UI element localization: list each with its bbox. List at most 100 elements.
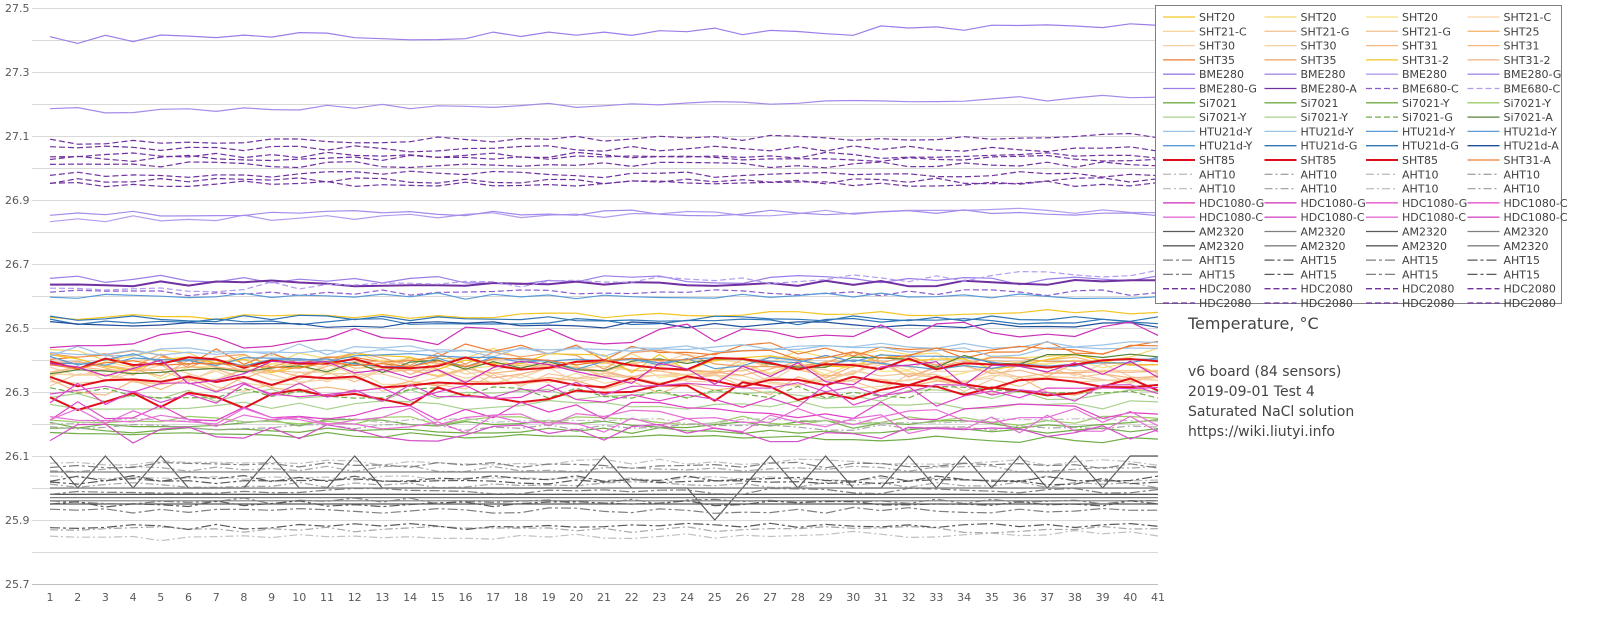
legend-label: HDC2080 xyxy=(1504,297,1556,310)
y-tick-label: 26.5 xyxy=(5,322,30,335)
legend-label: SHT31-2 xyxy=(1504,54,1551,67)
legend-label: BME280-G xyxy=(1199,83,1257,96)
x-tick-label: 10 xyxy=(292,591,306,604)
legend-label: HDC1080-G xyxy=(1301,197,1366,210)
series-line xyxy=(49,458,1159,467)
x-tick-label: 15 xyxy=(431,591,445,604)
x-tick-label: 28 xyxy=(791,591,805,604)
board-label: v6 board (84 sensors) xyxy=(1188,364,1342,380)
legend-label: BME280-A xyxy=(1301,83,1358,96)
series-line xyxy=(49,180,1159,188)
x-tick-label: 27 xyxy=(763,591,777,604)
x-tick-label: 14 xyxy=(403,591,417,604)
legend-label: AHT10 xyxy=(1402,183,1439,196)
y-axis-ticks: 25.7 25.9 26.1 26.3 26.5 26.7 26.9 27.1 27.3 27.5 xyxy=(5,2,30,591)
legend-label: AM2320 xyxy=(1301,226,1346,239)
series-line xyxy=(49,154,1159,163)
legend-label: AHT15 xyxy=(1199,268,1236,281)
series-line xyxy=(49,321,1159,349)
x-tick-label: 37 xyxy=(1040,591,1054,604)
series-line xyxy=(49,269,1159,293)
x-tick-label: 16 xyxy=(459,591,473,604)
legend-label: SHT35 xyxy=(1199,54,1235,67)
series-line xyxy=(49,522,1159,531)
series-line xyxy=(49,529,1159,542)
series-line xyxy=(49,407,1159,427)
legend-label: SHT30 xyxy=(1199,40,1235,53)
series-line xyxy=(49,500,1159,508)
legend-label: AHT10 xyxy=(1199,183,1236,196)
legend-label: SHT21-C xyxy=(1199,25,1247,38)
x-tick-label: 21 xyxy=(597,591,611,604)
series-line xyxy=(49,308,1159,321)
legend-label: SHT31 xyxy=(1402,40,1438,53)
series-line xyxy=(49,353,1159,375)
legend-label: Si7021 xyxy=(1199,97,1237,110)
legend-label: AM2320 xyxy=(1199,226,1244,239)
series-line xyxy=(49,414,1159,435)
x-tick-label: 30 xyxy=(846,591,860,604)
legend-label: AHT15 xyxy=(1199,254,1236,267)
legend-label: Si7021-G xyxy=(1402,111,1453,124)
legend-label: HTU21d-Y xyxy=(1199,140,1253,153)
x-tick-label: 32 xyxy=(902,591,916,604)
legend-label: SHT31 xyxy=(1504,40,1540,53)
legend-label: HDC2080 xyxy=(1199,297,1251,310)
x-tick-label: 17 xyxy=(486,591,500,604)
series-line xyxy=(49,344,1159,370)
legend-label: BME280 xyxy=(1301,68,1346,81)
legend-label: AM2320 xyxy=(1504,240,1549,253)
legend-label: SHT20 xyxy=(1301,11,1337,24)
legend-label: BME680-C xyxy=(1504,83,1561,96)
x-tick-label: 6 xyxy=(185,591,192,604)
legend-label: SHT85 xyxy=(1301,154,1337,167)
legend-label: SHT31-2 xyxy=(1402,54,1449,67)
y-tick-label: 27.5 xyxy=(5,2,30,15)
x-tick-label: 41 xyxy=(1151,591,1165,604)
series-line xyxy=(49,415,1159,426)
x-tick-label: 35 xyxy=(985,591,999,604)
legend-label: AHT15 xyxy=(1504,254,1541,267)
legend-label: HTU21d-Y xyxy=(1199,125,1253,138)
legend-label: AHT10 xyxy=(1504,183,1541,196)
x-tick-label: 20 xyxy=(569,591,583,604)
legend-label: HDC2080 xyxy=(1504,283,1556,296)
series-line xyxy=(49,278,1159,288)
series-line xyxy=(49,274,1159,286)
legend-label: SHT85 xyxy=(1199,154,1235,167)
y-tick-label: 25.7 xyxy=(5,578,30,591)
x-tick-label: 3 xyxy=(102,591,109,604)
series-line xyxy=(49,289,1159,297)
series-line xyxy=(49,417,1159,425)
legend-label: Si7021-Y xyxy=(1504,97,1552,110)
y-tick-label: 27.3 xyxy=(5,66,30,79)
legend-label: SHT20 xyxy=(1199,11,1235,24)
series-line xyxy=(49,426,1159,435)
series-line xyxy=(49,209,1159,217)
x-tick-label: 12 xyxy=(348,591,362,604)
y-tick-label: 26.1 xyxy=(5,450,30,463)
y-tick-label: 27.1 xyxy=(5,130,30,143)
legend-label: AM2320 xyxy=(1402,226,1447,239)
legend-label: AHT15 xyxy=(1301,254,1338,267)
legend-label: HDC2080 xyxy=(1301,297,1353,310)
legend-label: HDC1080-G xyxy=(1199,197,1264,210)
legend-label: HDC1080-C xyxy=(1199,211,1263,224)
solution-label: Saturated NaCl solution xyxy=(1188,404,1355,420)
legend-label: BME280-G xyxy=(1504,68,1562,81)
series-line xyxy=(49,359,1159,386)
legend-label: HDC2080 xyxy=(1301,283,1353,296)
legend-label: AHT15 xyxy=(1301,268,1338,281)
series-line xyxy=(49,132,1159,145)
legend-box xyxy=(1155,5,1562,304)
legend-label: AM2320 xyxy=(1504,226,1549,239)
legend-label: HDC1080-C xyxy=(1504,211,1568,224)
series-line xyxy=(49,341,1159,356)
x-tick-label: 9 xyxy=(268,591,275,604)
series-line xyxy=(49,481,1159,489)
legend-label: AHT15 xyxy=(1402,268,1439,281)
source-link[interactable]: https://wiki.liutyi.info xyxy=(1188,424,1335,440)
x-tick-label: 19 xyxy=(542,591,556,604)
legend-label: SHT21-G xyxy=(1402,25,1451,38)
